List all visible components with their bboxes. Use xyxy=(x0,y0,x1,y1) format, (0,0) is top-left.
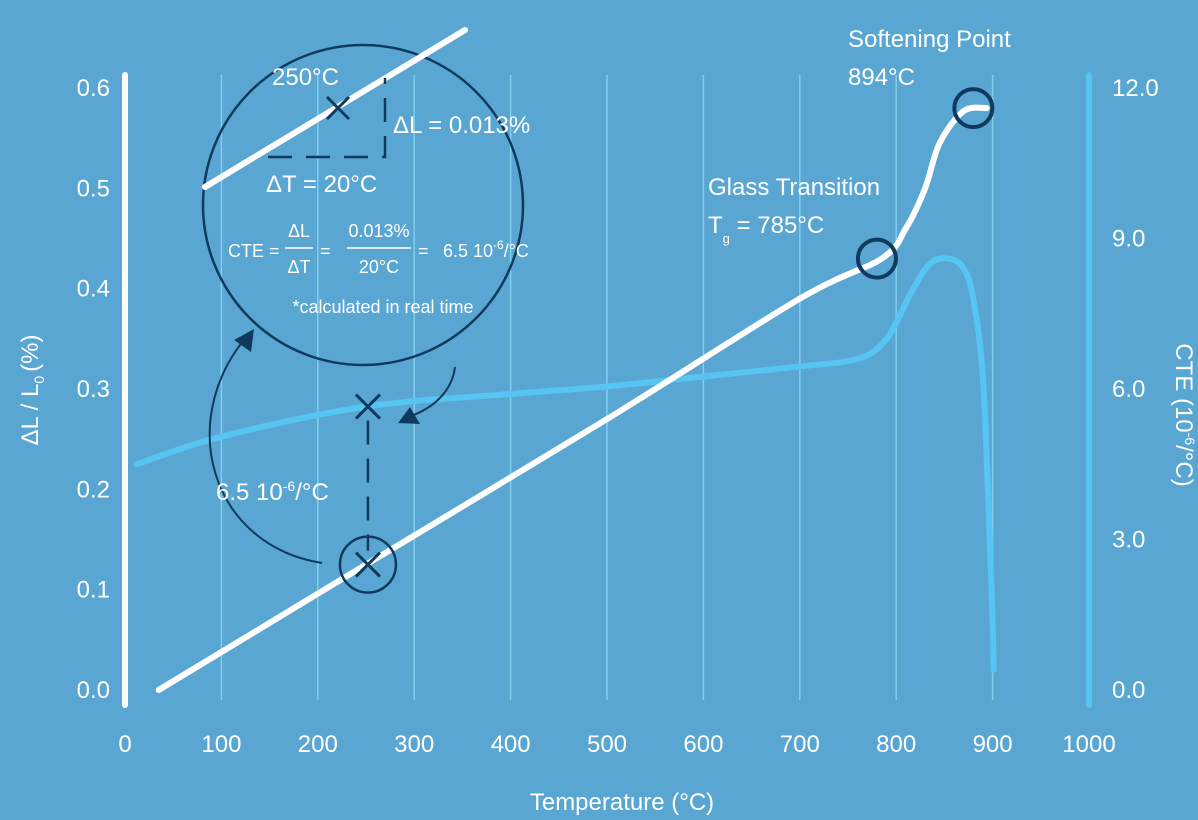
x-tick-label: 300 xyxy=(394,731,434,758)
inset-result: 6.5 10-6/°C xyxy=(443,238,529,261)
inset-result-main: 6.5 10 xyxy=(443,241,493,261)
inset-delta-bracket xyxy=(268,78,387,159)
y-right-tick-label: 3.0 xyxy=(1112,527,1145,554)
arrowhead-cte xyxy=(398,407,420,424)
glass-value: Tg = 785°C xyxy=(708,212,824,246)
y-right-title-main: CTE (10 xyxy=(1170,343,1197,432)
arrowhead-inset xyxy=(234,329,254,352)
inset-formula-lhs: CTE = xyxy=(228,241,280,261)
glass-rest: = 785°C xyxy=(730,212,824,239)
glass-sub: g xyxy=(723,231,730,246)
svg-text:CTE (10-6/°C): CTE (10-6/°C) xyxy=(1170,343,1198,486)
glass-transition-marker xyxy=(855,237,898,280)
y-left-tick-label: 0.5 xyxy=(77,175,110,202)
softening-point-marker xyxy=(952,87,995,130)
arrow-to-cte-marker xyxy=(404,366,456,419)
cte-value-label: 6.5 10-6/°C xyxy=(216,478,329,506)
y-left-tick-label: 0.3 xyxy=(77,376,110,403)
y-left-title-sub: 0 xyxy=(31,376,47,384)
cte-series-line xyxy=(133,255,997,673)
x-tick-label: 0 xyxy=(118,731,131,758)
tick-labels: 0 100 200 300 400 500 600 700 800 900 1000 0.0 0.1 0.… xyxy=(77,75,1159,758)
y-left-tick-label: 0.2 xyxy=(77,476,110,503)
x-tick-label: 800 xyxy=(876,731,916,758)
y-right-tick-label: 12.0 xyxy=(1112,75,1159,102)
inset-zoomed-line xyxy=(202,27,468,190)
glass-title: Glass Transition xyxy=(708,174,880,201)
y-right-tick-label: 6.0 xyxy=(1112,376,1145,403)
y-right-axis-title: CTE (10-6/°C) xyxy=(1170,343,1198,486)
inset-note: *calculated in real time xyxy=(292,297,473,317)
y-left-axis-title: ΔL / L0 (%) xyxy=(17,335,47,446)
y-left-tick-label: 0.1 xyxy=(77,577,110,604)
inset-circle xyxy=(201,43,525,367)
x-tick-label: 200 xyxy=(298,731,338,758)
inset-x-marker xyxy=(325,95,351,121)
inset-result-sup: -6 xyxy=(493,238,504,252)
y-right-title-unit: /°C) xyxy=(1170,445,1197,487)
glass-t: T xyxy=(708,212,723,239)
inset-frac2-den: 20°C xyxy=(359,257,399,277)
inset-delta-t: ΔT = 20°C xyxy=(266,171,377,198)
x-tick-label: 500 xyxy=(587,731,627,758)
callout-arrows xyxy=(208,334,456,564)
softening-value: 894°C xyxy=(848,64,915,91)
chart-markers xyxy=(338,87,995,594)
x-tick-label: 1000 xyxy=(1062,731,1115,758)
softening-title: Softening Point xyxy=(848,26,1011,53)
y-right-title-sup: -6 xyxy=(1182,433,1198,446)
arrow-to-inset xyxy=(208,334,323,564)
y-left-tick-label: 0.0 xyxy=(77,677,110,704)
y-left-tick-label: 0.4 xyxy=(77,276,110,303)
x-tick-label: 700 xyxy=(780,731,820,758)
inset-delta-l: ΔL = 0.013% xyxy=(393,112,530,139)
y-right-tick-label: 0.0 xyxy=(1112,677,1145,704)
inset-magnifier: 250°C ΔL = 0.013% ΔT = 20°C CTE = ΔL ΔT … xyxy=(201,27,530,367)
y-left-title-main: ΔL / L xyxy=(17,384,44,446)
cte-value-sup: -6 xyxy=(283,478,296,494)
cte-value-main: 6.5 10 xyxy=(216,479,283,506)
x-tick-label: 400 xyxy=(491,731,531,758)
inset-temp-label: 250°C xyxy=(272,64,339,91)
inset-eq1: = xyxy=(320,241,331,261)
inset-frac2-num: 0.013% xyxy=(348,221,409,241)
y-left-title-unit: (%) xyxy=(17,335,44,372)
y-right-tick-label: 9.0 xyxy=(1112,226,1145,253)
cte-value-unit: /°C xyxy=(295,479,329,506)
inset-eq2: = xyxy=(418,241,429,261)
x-axis-title: Temperature (°C) xyxy=(530,789,714,816)
cte-x-marker xyxy=(354,393,381,420)
x-tick-label: 900 xyxy=(973,731,1013,758)
inset-result-unit: /°C xyxy=(504,241,529,261)
svg-text:ΔL / L0(%): ΔL / L0 (%) xyxy=(17,335,47,446)
expansion-x-marker xyxy=(354,551,381,578)
x-tick-label: 600 xyxy=(683,731,723,758)
inset-frac1-num: ΔL xyxy=(288,221,310,241)
y-left-tick-label: 0.6 xyxy=(77,75,110,102)
inset-frac1-den: ΔT xyxy=(287,257,310,277)
x-tick-label: 100 xyxy=(201,731,241,758)
